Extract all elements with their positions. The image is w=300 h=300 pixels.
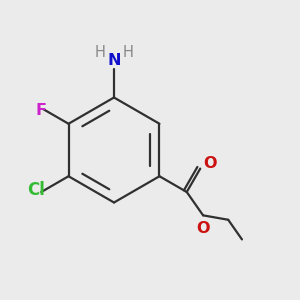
Text: O: O (196, 221, 210, 236)
Text: F: F (35, 103, 46, 118)
Text: H: H (123, 45, 134, 60)
Text: Cl: Cl (27, 181, 45, 199)
Text: O: O (203, 156, 216, 171)
Text: N: N (107, 53, 121, 68)
Text: H: H (94, 45, 105, 60)
